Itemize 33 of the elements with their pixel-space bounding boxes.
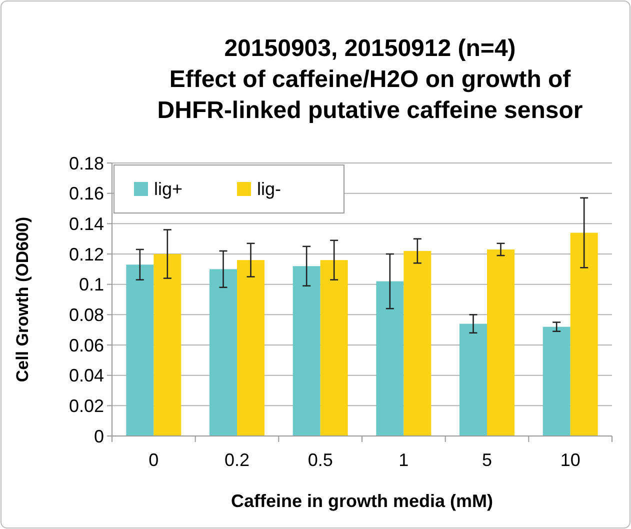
bar bbox=[154, 254, 182, 436]
bar bbox=[210, 269, 237, 436]
bar bbox=[376, 281, 404, 436]
x-tick-label: 1 bbox=[398, 450, 409, 470]
bar bbox=[292, 266, 320, 436]
chart-title: 20150903, 20150912 (n=4) Effect of caffeine/H2O on growth of DHFR-linked putative caffeine sensor bbox=[157, 35, 583, 124]
x-tick-label: 10 bbox=[560, 450, 580, 470]
y-axis-title: Cell Growth (OD600) bbox=[13, 216, 32, 382]
y-tick-label: 0.1 bbox=[78, 274, 104, 295]
x-tick-label: 0.5 bbox=[308, 450, 333, 470]
y-tick-label: 0 bbox=[94, 426, 104, 446]
legend-label: lig+ bbox=[154, 179, 183, 199]
bar bbox=[404, 250, 432, 436]
legend-label: lig- bbox=[257, 179, 282, 199]
y-tick-label: 0.14 bbox=[68, 214, 104, 234]
bar bbox=[460, 324, 487, 436]
x-tick-label: 0.2 bbox=[224, 450, 250, 470]
x-axis-title: Caffeine in growth media (mM) bbox=[230, 491, 494, 511]
y-tick-label: 0.12 bbox=[68, 244, 104, 264]
bar bbox=[570, 232, 598, 436]
y-tick-label: 0.18 bbox=[68, 153, 104, 174]
y-tick-label: 0.16 bbox=[68, 184, 104, 204]
y-tick-label: 0.02 bbox=[68, 396, 104, 416]
x-tick-label: 0 bbox=[148, 450, 159, 470]
x-tick-label: 5 bbox=[482, 450, 492, 470]
bar bbox=[542, 326, 570, 436]
y-tick-label: 0.06 bbox=[68, 335, 104, 356]
y-tick-label: 0.08 bbox=[68, 304, 104, 325]
bar bbox=[487, 249, 514, 436]
bar bbox=[320, 260, 348, 436]
bar bbox=[126, 264, 154, 436]
y-tick-label: 0.04 bbox=[68, 366, 104, 386]
bar bbox=[237, 260, 264, 436]
